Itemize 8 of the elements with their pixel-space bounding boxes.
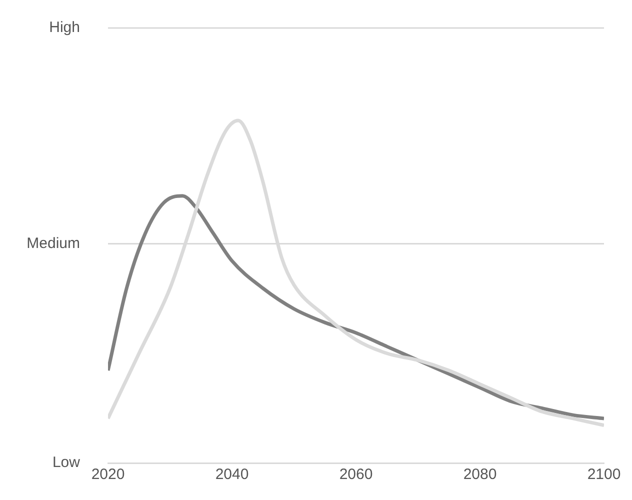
ref-line-label: High [49,19,80,36]
text: Low [52,454,80,472]
x-tick-label: 2040 [215,466,249,484]
x-tick-label: 2060 [339,466,373,484]
ref-line-label: Medium [26,234,80,252]
x-tick-label: 2080 [463,466,497,484]
x-tick-label: 2100 [587,466,621,484]
x-tick-label: 2020 [91,466,125,484]
